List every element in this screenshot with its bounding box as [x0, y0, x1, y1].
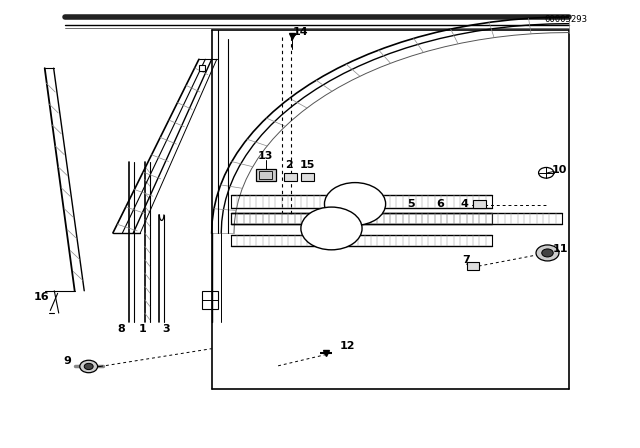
- Circle shape: [84, 363, 93, 370]
- Text: 4: 4: [461, 199, 468, 209]
- Text: 8: 8: [117, 323, 125, 334]
- Circle shape: [541, 249, 553, 257]
- FancyBboxPatch shape: [473, 200, 486, 207]
- Text: 1: 1: [139, 323, 147, 334]
- Text: 12: 12: [340, 341, 355, 351]
- Text: 11: 11: [552, 244, 568, 254]
- Text: 2: 2: [285, 160, 293, 170]
- Text: 7: 7: [463, 254, 470, 265]
- Circle shape: [536, 245, 559, 261]
- Text: 10: 10: [551, 165, 566, 175]
- Text: 15: 15: [300, 160, 315, 170]
- FancyBboxPatch shape: [255, 169, 276, 181]
- Text: 00005293: 00005293: [545, 15, 588, 24]
- Text: 13: 13: [258, 151, 273, 161]
- Text: 9: 9: [63, 356, 71, 366]
- Circle shape: [80, 360, 98, 373]
- Text: 6: 6: [436, 199, 444, 209]
- Circle shape: [301, 207, 362, 250]
- FancyBboxPatch shape: [467, 262, 479, 270]
- Text: 16: 16: [34, 293, 49, 302]
- Circle shape: [324, 183, 386, 225]
- FancyBboxPatch shape: [284, 173, 297, 181]
- Text: 14: 14: [293, 27, 308, 37]
- Text: 3: 3: [162, 323, 170, 334]
- Text: 5: 5: [407, 199, 415, 209]
- FancyBboxPatch shape: [301, 173, 314, 181]
